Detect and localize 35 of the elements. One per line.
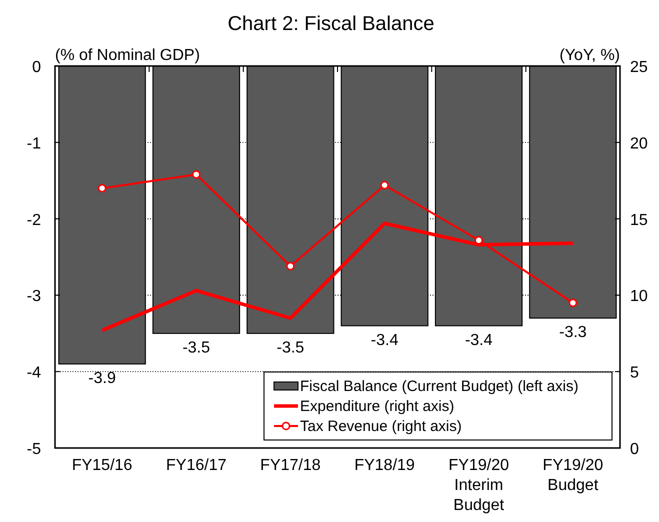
y2-tick-label: 20 — [630, 135, 648, 152]
y2-tick-label: 15 — [630, 212, 648, 229]
y-tick-label: -2 — [26, 212, 42, 229]
y2-tick-label: 10 — [630, 288, 648, 306]
legend-label: Fiscal Balance (Current Budget) (left axis) — [300, 378, 578, 395]
legend-label: Expenditure (right axis) — [300, 398, 454, 415]
y2-tick-label: 25 — [630, 59, 648, 76]
point — [192, 170, 200, 179]
y2-axis-title: (YoY, %) — [560, 47, 620, 64]
y-tick-label: -4 — [26, 364, 42, 382]
x-tick-label: FY15/16 — [72, 457, 132, 474]
data-label: -3.4 — [464, 332, 493, 349]
x-tick-label: FY19/20 Budget — [542, 457, 604, 494]
y-tick-label: -1 — [26, 135, 42, 152]
point — [286, 262, 295, 270]
data-label: -3.9 — [88, 370, 116, 387]
point — [98, 184, 106, 192]
y-tick-label: -5 — [26, 441, 42, 458]
data-label: -3.5 — [276, 339, 304, 356]
data-label: -3.3 — [559, 324, 587, 342]
point — [568, 298, 578, 308]
x-tick-label: FY19/20 Interim Budget — [448, 457, 510, 514]
y-tick-label: 0 — [32, 59, 42, 76]
data-label: -3.5 — [182, 339, 210, 356]
y-axis-title: (% of Nominal GDP) — [55, 47, 200, 64]
chart-title: Chart 2: Fiscal Balance — [228, 13, 434, 35]
y2-tick-label: 5 — [630, 364, 639, 382]
y-tick-label: -3 — [26, 288, 42, 306]
x-tick-label: FY16/17 — [166, 457, 227, 474]
x-tick-label: FY18/19 — [354, 457, 415, 474]
data-label: -3.4 — [370, 332, 398, 349]
x-tick-label: FY17/18 — [260, 457, 321, 474]
legend-label: Tax Revenue (right axis) — [300, 418, 462, 435]
y2-tick-label: 0 — [630, 441, 639, 458]
point — [380, 180, 389, 190]
